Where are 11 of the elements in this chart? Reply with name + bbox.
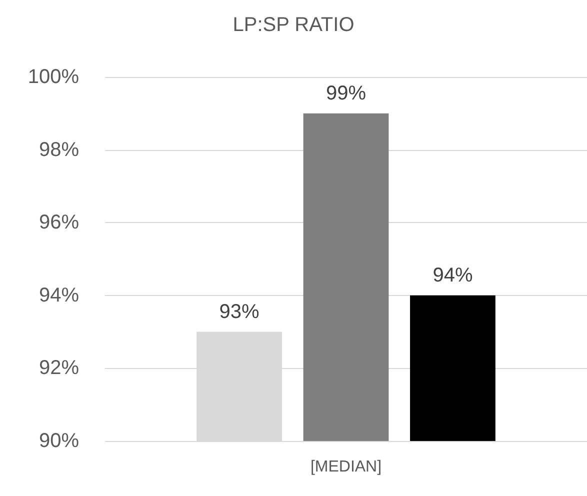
y-tick-label: 98% [38,138,80,161]
y-tick-label: 94% [38,284,80,306]
data-label: 93% [219,300,260,323]
y-tick-label: 92% [38,357,80,380]
x-tick-label: [MEDIAN] [310,458,382,476]
data-label: 94% [432,264,473,286]
y-tick-label: 96% [38,212,80,234]
y-tick-label: 100% [28,66,80,88]
data-label: 99% [326,82,366,104]
chart-title: LP:SP RATIO [232,14,354,36]
y-tick-label: 90% [38,430,80,452]
